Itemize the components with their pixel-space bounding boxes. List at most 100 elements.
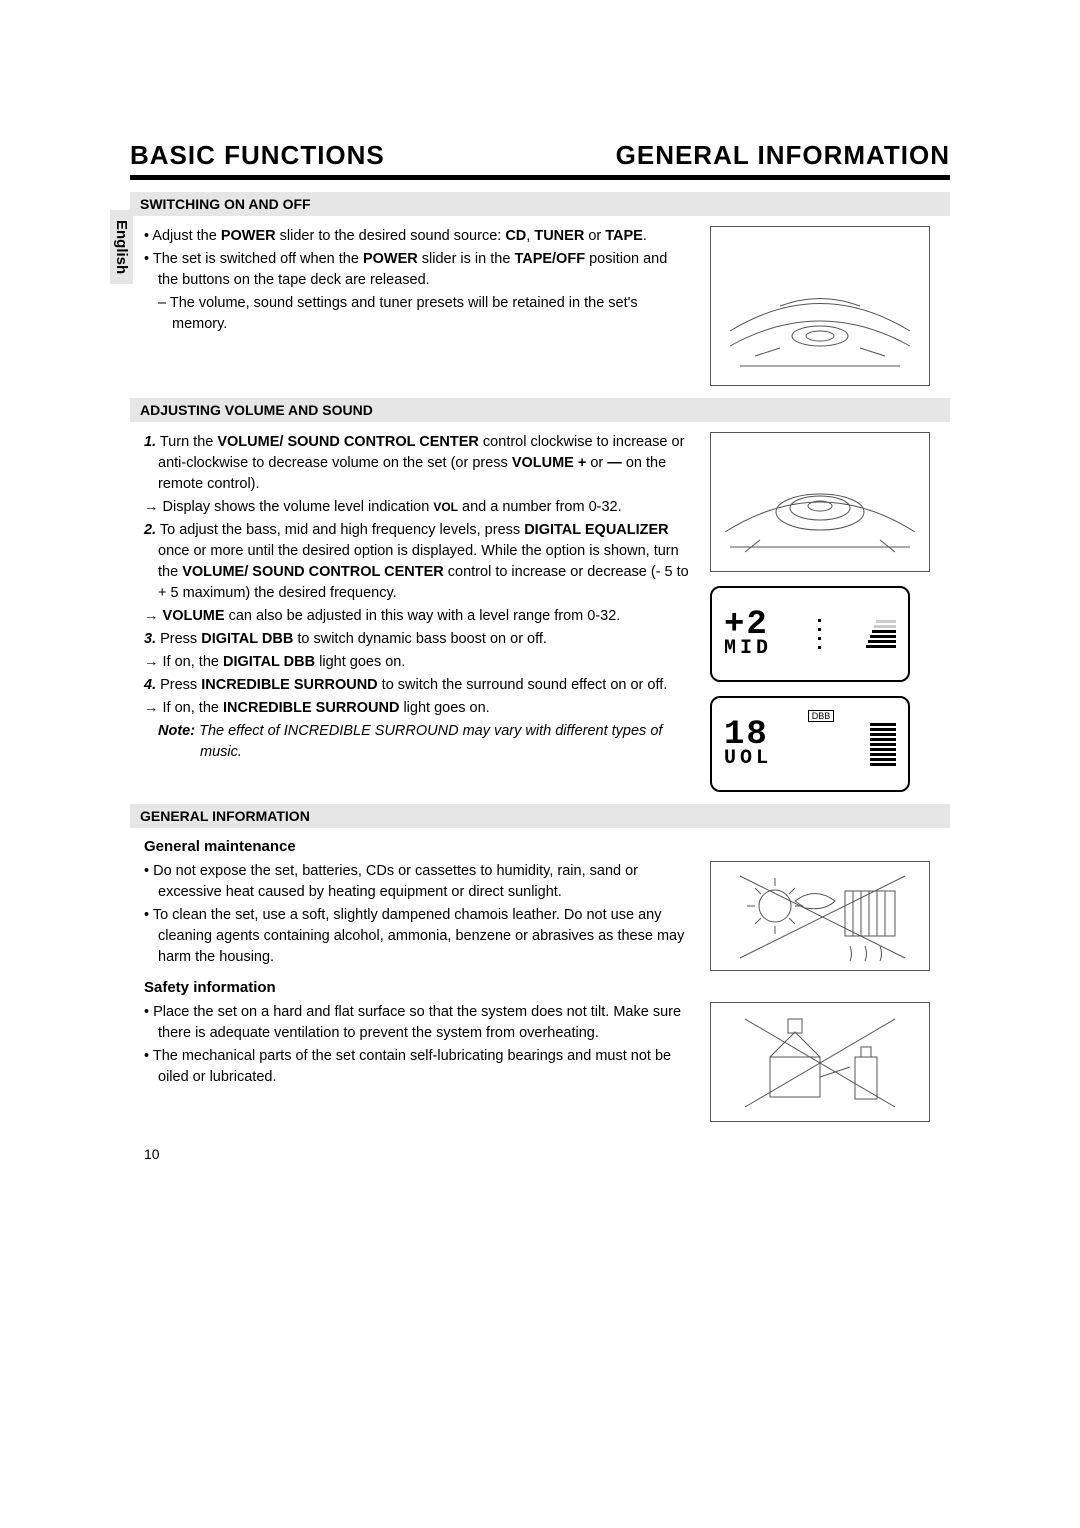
text-switching: • Adjust the POWER slider to the desired…	[130, 226, 690, 386]
text: To adjust the bass, mid and high frequen…	[156, 522, 524, 538]
boombox-sketch-icon	[720, 236, 920, 376]
section-maintenance: • Do not expose the set, batteries, CDs …	[130, 861, 950, 971]
text: → If on, the	[144, 654, 223, 670]
note-label: Note:	[158, 723, 195, 739]
text: • Adjust the	[144, 228, 221, 244]
list-item: • Do not expose the set, batteries, CDs …	[130, 861, 690, 903]
lcd-value: +2	[724, 610, 772, 641]
illustration-col	[710, 1002, 930, 1122]
text: VOL	[433, 500, 458, 514]
step-number: 2.	[144, 522, 156, 538]
list-item: 1. Turn the VOLUME/ SOUND CONTROL CENTER…	[130, 432, 690, 495]
list-item: • The mechanical parts of the set contai…	[130, 1046, 690, 1088]
volume-knob-sketch-icon	[720, 442, 920, 562]
page-content: English BASIC FUNCTIONS GENERAL INFORMAT…	[130, 140, 950, 1122]
device-illustration-2	[710, 432, 930, 572]
lcd-bars-icon	[870, 723, 896, 766]
text: .	[643, 228, 647, 244]
text-safety: • Place the set on a hard and flat surfa…	[130, 1002, 690, 1122]
text: TAPE	[605, 228, 643, 244]
oil-can-crossed-icon	[725, 1007, 915, 1117]
section-heading-volume: ADJUSTING VOLUME AND SOUND	[130, 398, 950, 422]
text: Press	[156, 677, 201, 693]
text: slider is in the	[418, 251, 515, 267]
lcd-label: UOL	[724, 750, 772, 768]
text: INCREDIBLE SURROUND	[201, 677, 377, 693]
text: DIGITAL EQUALIZER	[524, 522, 668, 538]
text: POWER	[221, 228, 276, 244]
sun-radiator-crossed-icon	[725, 866, 915, 966]
note: Note: The effect of INCREDIBLE SURROUND …	[172, 721, 690, 763]
text: →	[144, 608, 163, 624]
text: DIGITAL DBB	[201, 631, 293, 647]
text: light goes on.	[315, 654, 405, 670]
title-row: BASIC FUNCTIONS GENERAL INFORMATION	[130, 140, 950, 180]
text: light goes on.	[399, 700, 489, 716]
lcd-dots-icon	[818, 619, 821, 649]
text: • The set is switched off when the	[144, 251, 363, 267]
list-item: → If on, the DIGITAL DBB light goes on.	[130, 652, 690, 673]
list-item: 3. Press DIGITAL DBB to switch dynamic b…	[130, 629, 690, 650]
no-sun-heat-illustration	[710, 861, 930, 971]
list-item: – The volume, sound settings and tuner p…	[130, 293, 690, 335]
text: VOLUME/ SOUND CONTROL CENTER	[217, 434, 479, 450]
lcd-badge: DBB	[808, 706, 835, 724]
text: to switch dynamic bass boost on or off.	[293, 631, 547, 647]
title-right: GENERAL INFORMATION	[616, 140, 950, 171]
note-text: The effect of INCREDIBLE SURROUND may va…	[195, 723, 662, 760]
text-maintenance: • Do not expose the set, batteries, CDs …	[130, 861, 690, 971]
list-item: 4. Press INCREDIBLE SURROUND to switch t…	[130, 675, 690, 696]
list-item: • The set is switched off when the POWER…	[130, 249, 690, 291]
illustration-col	[710, 226, 930, 386]
list-item: • To clean the set, use a soft, slightly…	[130, 905, 690, 968]
text: → Display shows the volume level indicat…	[144, 499, 433, 515]
text: or	[584, 228, 605, 244]
lcd-bars-icon	[866, 620, 896, 648]
step-number: 4.	[144, 677, 156, 693]
lcd-value: 18	[724, 720, 772, 751]
text: POWER	[363, 251, 418, 267]
list-item: → Display shows the volume level indicat…	[130, 497, 690, 518]
list-item: • Place the set on a hard and flat surfa…	[130, 1002, 690, 1044]
step-number: 3.	[144, 631, 156, 647]
sub-heading-maintenance: General maintenance	[144, 838, 950, 855]
lcd-text: 18 UOL	[724, 720, 772, 769]
text: —	[607, 455, 622, 471]
section-heading-switching: SWITCHING ON AND OFF	[130, 192, 950, 216]
text-volume: 1. Turn the VOLUME/ SOUND CONTROL CENTER…	[130, 432, 690, 792]
text: slider to the desired sound source:	[276, 228, 506, 244]
text: VOLUME	[163, 608, 225, 624]
step-number: 1.	[144, 434, 156, 450]
page-number: 10	[144, 1146, 160, 1162]
section-heading-general: GENERAL INFORMATION	[130, 804, 950, 828]
text: → If on, the	[144, 700, 223, 716]
list-item: → VOLUME can also be adjusted in this wa…	[130, 606, 690, 627]
list-item: → If on, the INCREDIBLE SURROUND light g…	[130, 698, 690, 719]
list-item: 2. To adjust the bass, mid and high freq…	[130, 520, 690, 604]
text: Press	[156, 631, 201, 647]
text: CD	[505, 228, 526, 244]
lcd-display-vol: 18 UOL DBB	[710, 696, 910, 792]
lcd-label: MID	[724, 640, 772, 658]
text: DIGITAL DBB	[223, 654, 315, 670]
text: can also be adjusted in this way with a …	[225, 608, 621, 624]
lcd-text: +2 MID	[724, 610, 772, 659]
illustration-col	[710, 861, 930, 971]
text: INCREDIBLE SURROUND	[223, 700, 399, 716]
lcd-display-mid: +2 MID	[710, 586, 910, 682]
section-safety: • Place the set on a hard and flat surfa…	[130, 1002, 950, 1122]
text: and a number from 0-32.	[458, 499, 622, 515]
text: or	[586, 455, 607, 471]
sub-heading-safety: Safety information	[144, 979, 950, 996]
list-item: • Adjust the POWER slider to the desired…	[130, 226, 690, 247]
section-volume: 1. Turn the VOLUME/ SOUND CONTROL CENTER…	[130, 432, 950, 792]
text: to switch the surround sound effect on o…	[378, 677, 668, 693]
text: Turn the	[156, 434, 217, 450]
no-lubricant-illustration	[710, 1002, 930, 1122]
dbb-badge: DBB	[808, 710, 835, 722]
text: VOLUME/ SOUND CONTROL CENTER	[182, 564, 444, 580]
language-tab: English	[110, 210, 133, 284]
text: TUNER	[534, 228, 584, 244]
text: TAPE/OFF	[514, 251, 585, 267]
section-switching: • Adjust the POWER slider to the desired…	[130, 226, 950, 386]
